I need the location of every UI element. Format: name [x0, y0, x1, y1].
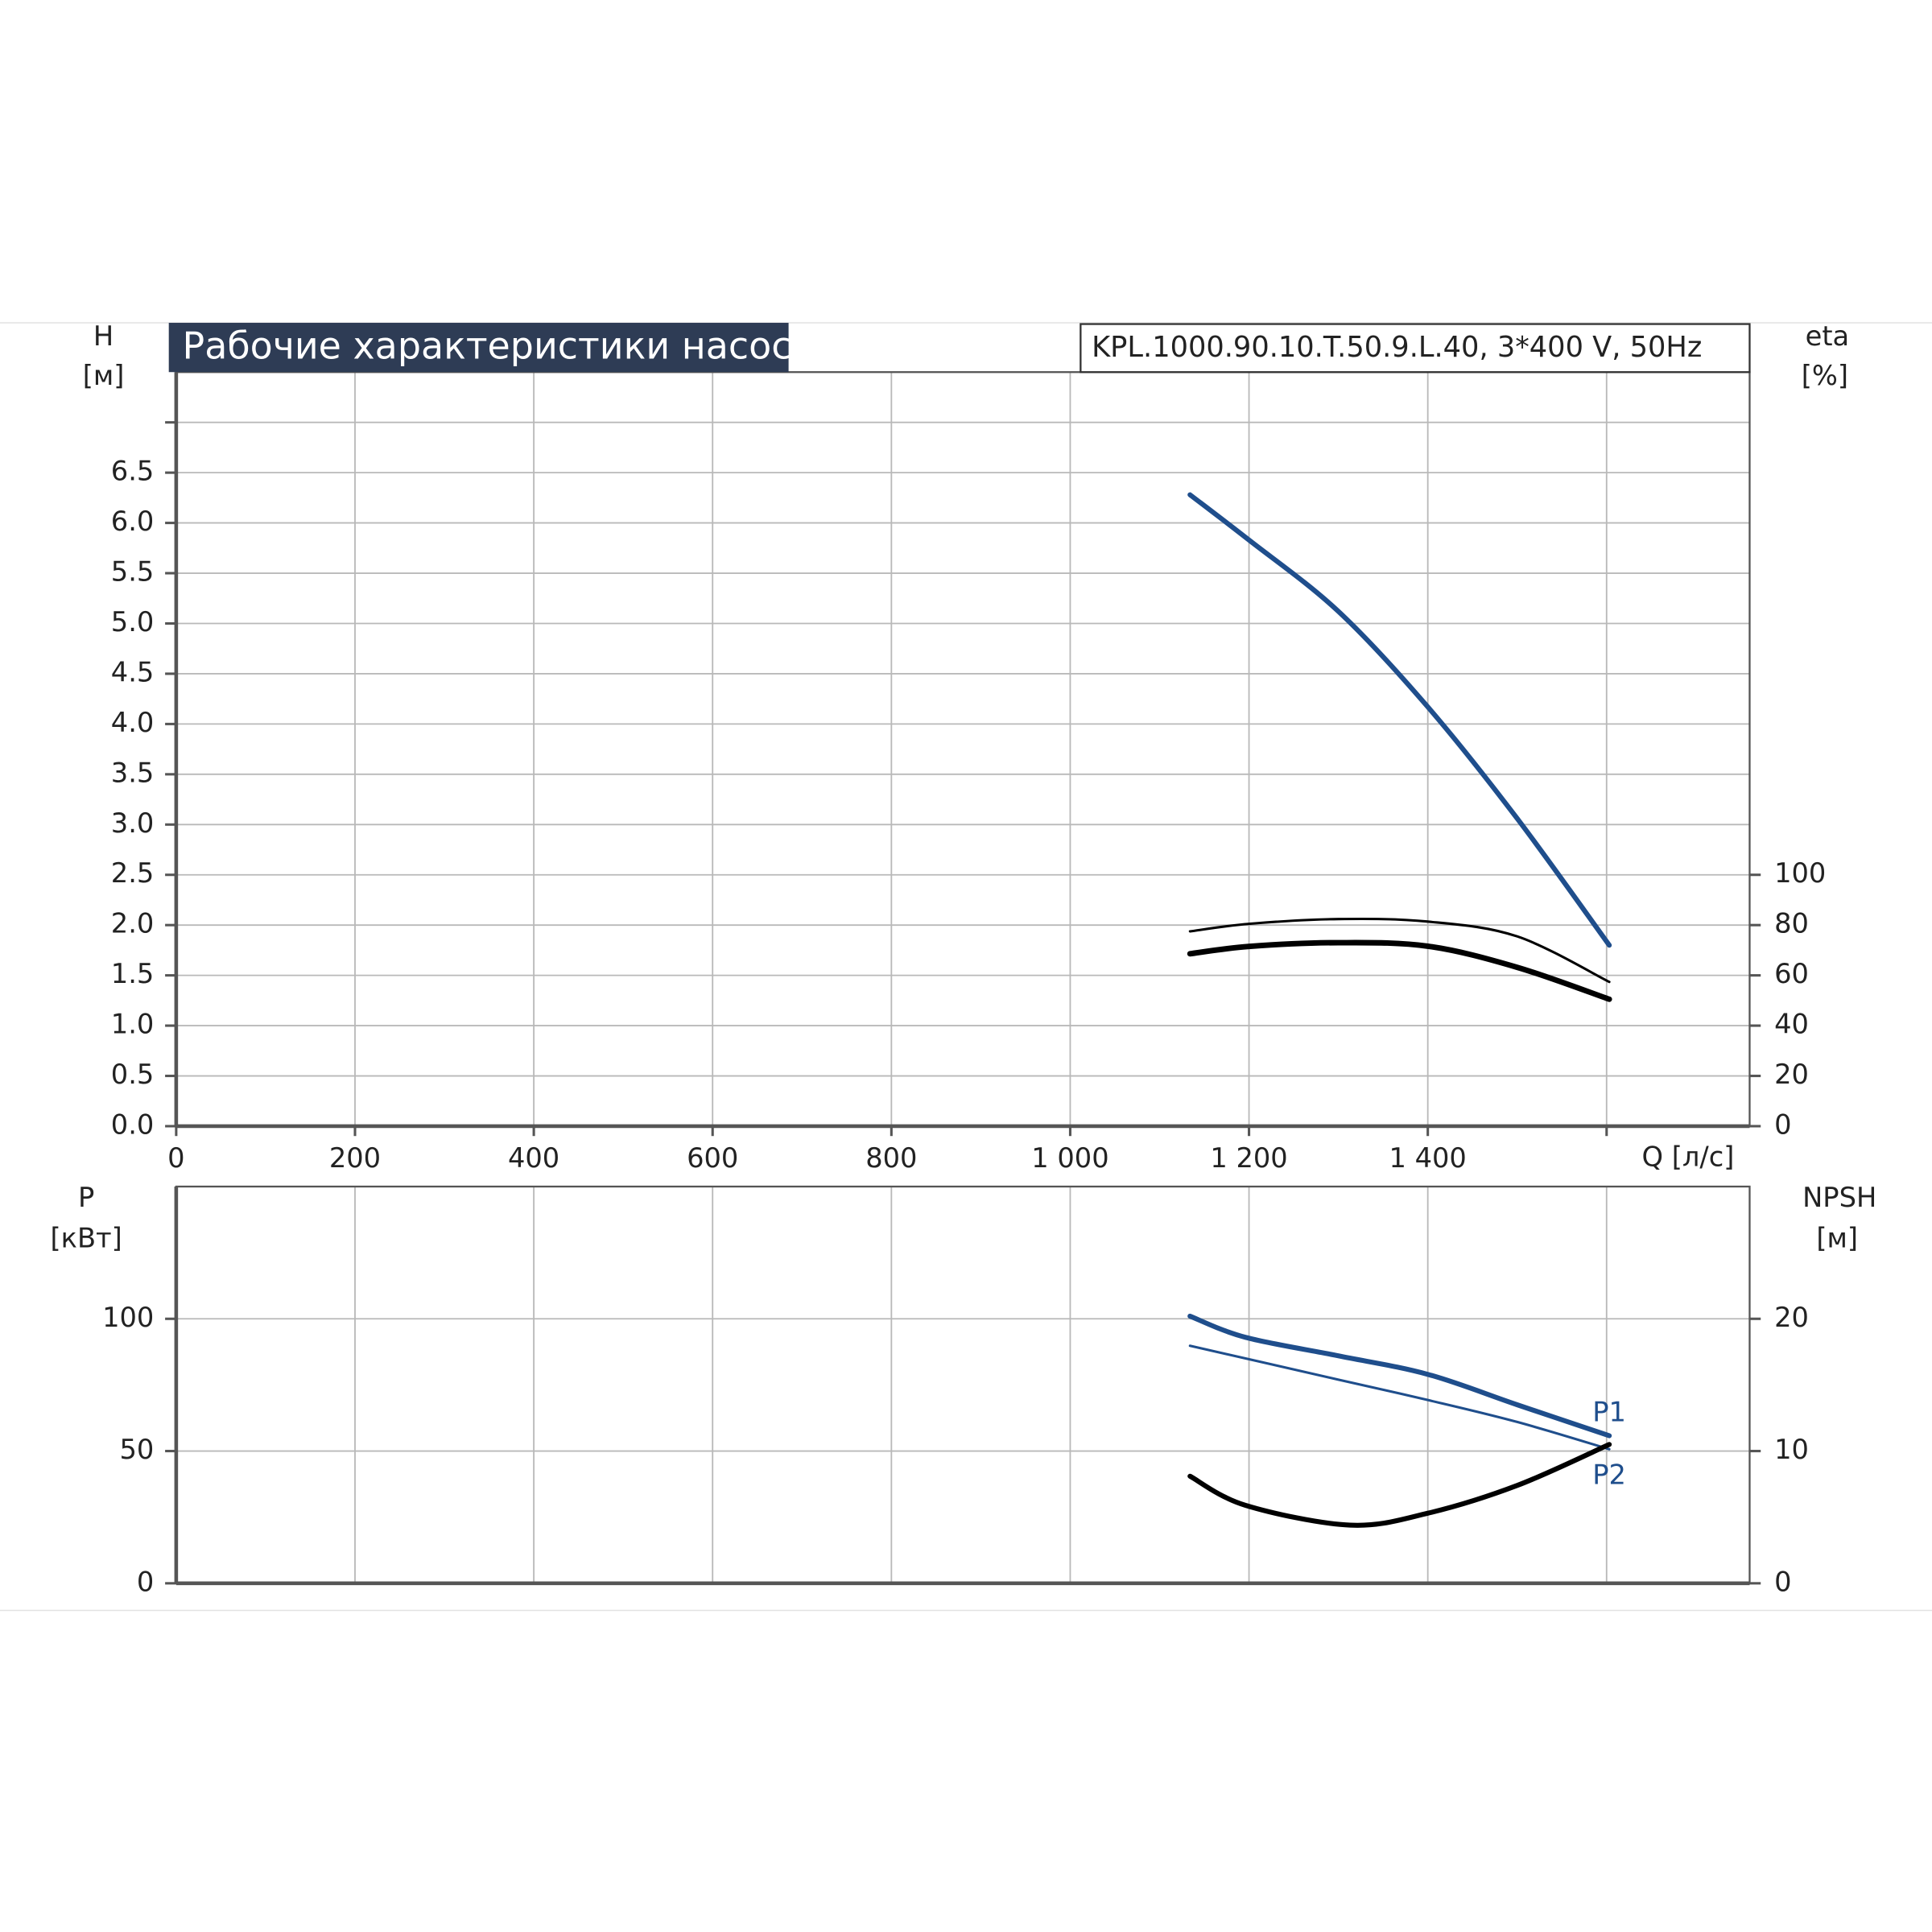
- model-box: [1080, 323, 1751, 374]
- y-tick-label: 4.0: [111, 707, 155, 738]
- curve: [1188, 917, 1611, 984]
- curve: [1188, 1344, 1611, 1451]
- y-axis-unit: [кВт]: [50, 1222, 122, 1253]
- x-tick-label: 800: [865, 1142, 917, 1174]
- x-tick-label: 600: [687, 1142, 738, 1174]
- x-tick-label: 1 000: [1031, 1142, 1108, 1174]
- y-tick-label: 0: [137, 1566, 154, 1597]
- y-tick-label: 3.0: [111, 807, 155, 839]
- y-tick-label: 1.5: [111, 958, 155, 989]
- y-tick-label: 2.0: [111, 908, 155, 939]
- y2-axis-label: NPSH: [1802, 1182, 1876, 1213]
- curve: [1187, 939, 1612, 1002]
- x-tick-label: 400: [508, 1142, 559, 1174]
- y2-axis-unit: [%]: [1802, 360, 1848, 391]
- x-tick-label: 1 400: [1389, 1142, 1466, 1174]
- chart-title: Рабочие характеристики насоса: [183, 324, 815, 368]
- y2-tick-label: 10: [1774, 1434, 1809, 1465]
- series-label: P2: [1592, 1459, 1626, 1490]
- y2-tick-label: 0: [1774, 1566, 1791, 1597]
- y-axis-label: H: [93, 320, 114, 352]
- y-tick-label: 6.0: [111, 506, 155, 537]
- x-tick-label: 0: [167, 1142, 184, 1174]
- y-tick-label: 4.5: [111, 656, 155, 687]
- y2-axis-label: eta: [1806, 320, 1850, 352]
- y-tick-label: 50: [119, 1434, 154, 1465]
- y2-tick-label: 60: [1774, 958, 1809, 989]
- y-tick-label: 0.5: [111, 1059, 155, 1090]
- series-label: P1: [1592, 1396, 1626, 1427]
- x-axis-label: Q [л/с]: [1642, 1141, 1735, 1172]
- y-tick-label: 1.0: [111, 1009, 155, 1040]
- y-tick-label: 6.5: [111, 456, 155, 487]
- curve: [1187, 1313, 1612, 1439]
- x-tick-label: 1 200: [1210, 1142, 1287, 1174]
- y-tick-label: 0.0: [111, 1108, 155, 1140]
- y2-tick-label: 0: [1774, 1108, 1791, 1140]
- y-axis-unit: [м]: [83, 360, 125, 391]
- curve: [1187, 1442, 1612, 1528]
- y2-tick-label: 20: [1774, 1059, 1809, 1090]
- curve: [1187, 492, 1612, 948]
- y2-tick-label: 100: [1774, 857, 1826, 889]
- y-tick-label: 5.0: [111, 606, 155, 638]
- y-tick-label: 3.5: [111, 757, 155, 788]
- title-box: [168, 323, 789, 373]
- y-axis-label: P: [78, 1182, 94, 1213]
- chart-subtitle: KPL.1000.90.10.T.50.9.L.40, 3*400 V, 50H…: [1092, 331, 1702, 364]
- y2-tick-label: 80: [1774, 908, 1809, 939]
- y2-tick-label: 40: [1774, 1009, 1809, 1040]
- y-tick-label: 5.5: [111, 556, 155, 588]
- plots: 0 200 400 600 800 1 000 1 200 1 4000.00.51.01.5…: [102, 371, 1826, 1597]
- y-tick-label: 100: [102, 1302, 154, 1333]
- y2-tick-label: 20: [1774, 1302, 1809, 1333]
- x-tick-label: 200: [329, 1142, 381, 1174]
- plot-frame: [175, 1185, 1751, 1584]
- y2-axis-unit: [м]: [1816, 1222, 1858, 1253]
- plot-frame: [175, 371, 1751, 1128]
- y-tick-label: 2.5: [111, 857, 155, 889]
